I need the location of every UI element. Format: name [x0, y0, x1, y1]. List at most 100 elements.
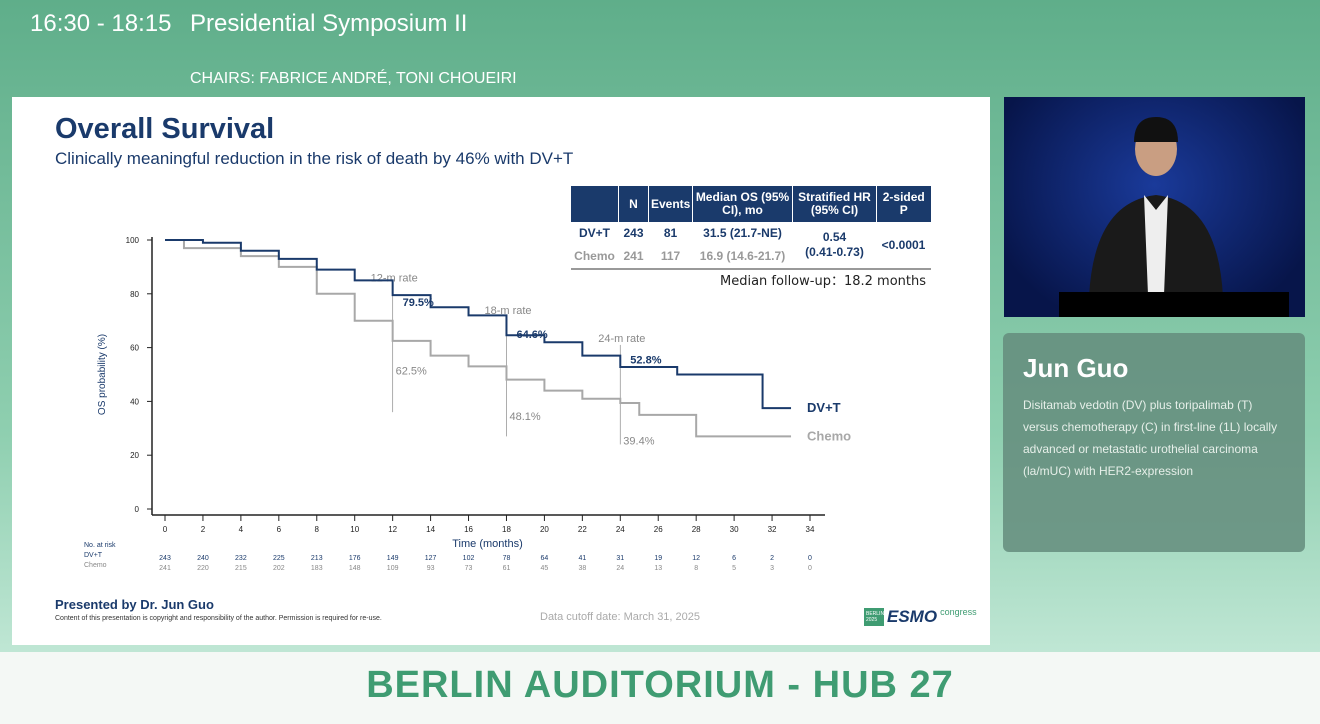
risk-value: 61: [503, 565, 511, 572]
x-tick-label: 34: [806, 525, 815, 534]
risk-value: 213: [311, 555, 323, 562]
dv-rate-value: 52.8%: [630, 355, 661, 367]
presentation-slide: Overall Survival Clinically meaningful r…: [12, 97, 990, 645]
x-axis-label: Time (months): [452, 538, 523, 550]
y-tick-label: 0: [135, 505, 140, 514]
session-title: Presidential Symposium II: [190, 10, 468, 37]
results-panel: N Events Median OS (95% CI), mo Stratifi…: [570, 186, 931, 290]
esmo-logo: BERLIN 2025 ESMO congress: [864, 607, 977, 627]
arm: Chemo: [570, 245, 619, 270]
session-chairs: CHAIRS: FABRICE ANDRÉ, TONI CHOUEIRI: [190, 70, 517, 87]
x-tick-label: 8: [315, 525, 320, 534]
hr-ci: (0.41-0.73): [805, 245, 864, 259]
risk-value: 13: [654, 565, 662, 572]
risk-value: 232: [235, 555, 247, 562]
median-followup: Median follow-up：18.2 months: [720, 274, 926, 289]
n: 243: [623, 226, 644, 240]
events: 117: [648, 245, 693, 270]
talk-description: Disitamab vedotin (DV) plus toripalimab …: [1023, 398, 1278, 478]
logo-city: BERLIN 2025: [864, 608, 884, 626]
risk-value: 183: [311, 565, 323, 572]
x-tick-label: 14: [426, 525, 435, 534]
results-table: N Events Median OS (95% CI), mo Stratifi…: [570, 186, 931, 270]
risk-value: 2: [770, 555, 774, 562]
risk-value: 0: [808, 555, 812, 562]
risk-value: 19: [654, 555, 662, 562]
x-tick-label: 18: [502, 525, 511, 534]
col-header: Stratified HR (95% CI): [792, 186, 877, 222]
events: 81: [663, 226, 678, 240]
x-tick-label: 10: [350, 525, 359, 534]
footer-bar: BERLIN AUDITORIUM - HUB 27: [0, 652, 1320, 724]
x-tick-label: 12: [388, 525, 397, 534]
table-row: DV+T 243 81 31.5 (21.7-NE) 0.54 (0.41-0.7…: [571, 222, 931, 270]
col-header: 2-sided P: [876, 186, 931, 222]
risk-value: 93: [427, 565, 435, 572]
risk-value: 64: [541, 555, 549, 562]
risk-value: 202: [273, 565, 285, 572]
session-time: 16:30 - 18:15: [30, 10, 172, 37]
col-header: Events: [648, 186, 693, 222]
risk-value: 225: [273, 555, 285, 562]
hazard-ratio: 0.54 (0.41-0.73): [792, 222, 877, 270]
risk-value: 12: [692, 555, 700, 562]
speaker-video: [1004, 97, 1305, 317]
y-tick-label: 20: [130, 451, 139, 460]
x-tick-label: 24: [616, 525, 625, 534]
risk-value: 24: [616, 565, 624, 572]
risk-value: 215: [235, 565, 247, 572]
y-tick-label: 60: [130, 344, 139, 353]
x-tick-label: 6: [277, 525, 282, 534]
risk-value: 102: [463, 555, 475, 562]
risk-value: 6: [732, 555, 736, 562]
x-tick-label: 4: [239, 525, 244, 534]
location-label: BERLIN AUDITORIUM - HUB 27: [366, 664, 954, 706]
col-header: Median OS (95% CI), mo: [692, 186, 793, 222]
series-label: DV+T: [807, 400, 841, 415]
risk-value: 243: [159, 555, 171, 562]
risk-value: 73: [465, 565, 473, 572]
risk-value: 5: [732, 565, 736, 572]
x-tick-label: 2: [201, 525, 206, 534]
y-axis-label: OS probability (%): [97, 334, 108, 415]
x-tick-label: 22: [578, 525, 587, 534]
risk-value: 0: [808, 565, 812, 572]
risk-value: 109: [387, 565, 399, 572]
rate-label: 18-m rate: [484, 305, 531, 317]
risk-value: 41: [578, 555, 586, 562]
median-os: 31.5 (21.7-NE): [703, 226, 782, 240]
table-row: Chemo 241 117 16.9 (14.6-21.7): [570, 245, 931, 270]
risk-value: 8: [694, 565, 698, 572]
risk-value: 45: [541, 565, 549, 572]
x-tick-label: 20: [540, 525, 549, 534]
risk-value: 149: [387, 555, 399, 562]
risk-value: 38: [578, 565, 586, 572]
risk-value: 240: [197, 555, 209, 562]
risk-value: 241: [159, 565, 171, 572]
y-tick-label: 40: [130, 397, 139, 406]
speaker-card: Jun Guo Disitamab vedotin (DV) plus tori…: [1003, 333, 1305, 552]
slide-title: Overall Survival: [55, 113, 275, 145]
n: 241: [618, 245, 649, 270]
chemo-rate-value: 62.5%: [396, 366, 427, 378]
rate-label: 24-m rate: [598, 333, 645, 345]
p-value: <0.0001: [876, 222, 931, 270]
km-curve-dvt: [165, 239, 792, 410]
copyright-notice: Content of this presentation is copyrigh…: [55, 615, 382, 622]
x-tick-label: 28: [692, 525, 701, 534]
logo-brand: ESMO: [887, 607, 938, 626]
arm: DV+T: [578, 226, 610, 240]
rate-label: 12-m rate: [371, 273, 418, 285]
risk-row-name: Chemo: [84, 562, 107, 569]
x-tick-label: 32: [768, 525, 777, 534]
risk-value: 3: [770, 565, 774, 572]
risk-value: 78: [503, 555, 511, 562]
x-tick-label: 30: [730, 525, 739, 534]
risk-table-label: No. at risk: [84, 542, 116, 549]
km-curve-chemo: [165, 239, 792, 438]
x-tick-label: 16: [464, 525, 473, 534]
speaker-silhouette-icon: [1059, 117, 1289, 317]
median-os: 16.9 (14.6-21.7): [692, 245, 793, 270]
x-tick-label: 0: [163, 525, 168, 534]
chemo-rate-value: 39.4%: [623, 435, 654, 447]
